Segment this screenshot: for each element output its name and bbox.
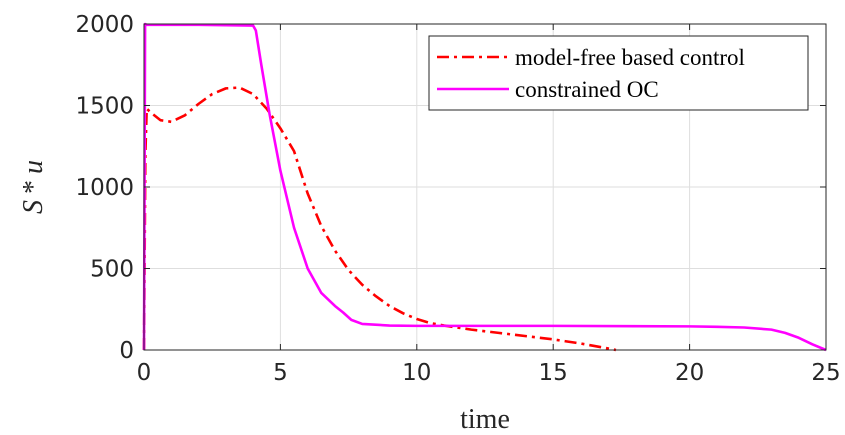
x-tick-label: 15 <box>539 360 568 386</box>
x-tick-label: 25 <box>811 360 840 386</box>
legend-box <box>428 35 809 111</box>
plot-lines <box>142 22 827 352</box>
legend: model-free based control constrained OC <box>428 35 809 111</box>
tick-labels: 0 5 10 15 20 25 0 500 1000 1500 2000 <box>75 12 840 386</box>
legend-label: model-free based control <box>515 45 745 70</box>
series-line-0 <box>142 86 617 352</box>
ticks <box>143 23 827 351</box>
y-tick-label: 500 <box>90 257 134 283</box>
x-tick-label: 0 <box>137 360 152 386</box>
y-tick-label: 1500 <box>75 94 134 120</box>
y-tick-label: 0 <box>119 338 134 364</box>
y-axis-title: S*u <box>18 160 49 214</box>
x-tick-label: 20 <box>675 360 704 386</box>
x-tick-label: 10 <box>402 360 431 386</box>
y-tick-label: 2000 <box>75 12 134 38</box>
legend-label: constrained OC <box>515 77 659 102</box>
x-axis-title: time <box>460 404 510 435</box>
x-tick-label: 5 <box>273 360 288 386</box>
y-tick-label: 1000 <box>75 175 134 201</box>
series-line-1 <box>142 22 827 352</box>
